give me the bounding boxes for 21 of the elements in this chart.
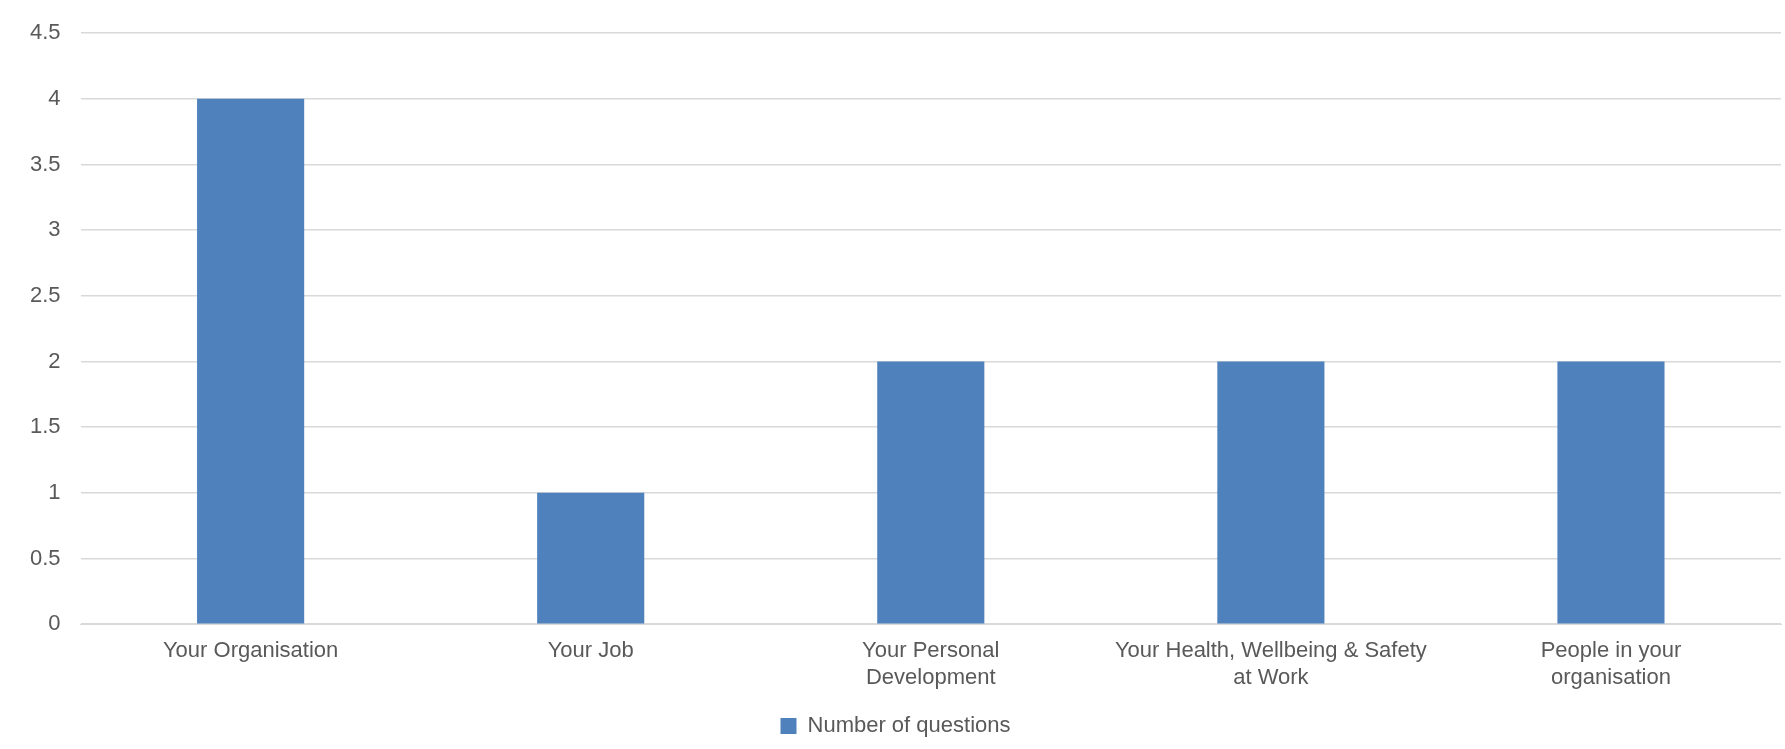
y-tick-label: 3	[48, 216, 61, 242]
x-tick-label: Your Organisation	[162, 637, 339, 663]
x-tick-label: Your Personal Development	[862, 637, 1000, 689]
y-tick-label: 1	[48, 478, 61, 504]
y-tick-label: 2.5	[29, 281, 61, 307]
y-tick-label: 3.5	[29, 150, 61, 176]
bar	[537, 492, 645, 624]
y-tick-label: 0.5	[29, 544, 61, 570]
y-tick-label: 4.5	[29, 19, 61, 45]
y-tick-label: 4	[48, 84, 61, 110]
bar	[197, 98, 305, 624]
y-tick-label: 1.5	[29, 413, 61, 439]
bar	[1557, 361, 1665, 624]
x-tick-label: Your Job	[547, 637, 634, 663]
x-tick-label: Your Health, Wellbeing & Safety at Work	[1114, 637, 1427, 689]
bar	[877, 361, 985, 624]
y-tick-label: 2	[48, 347, 61, 373]
bar	[1217, 361, 1325, 624]
legend-label: Number of questions	[807, 712, 1011, 738]
y-tick-label: 0	[48, 610, 61, 636]
x-tick-label: People in your organisation	[1540, 637, 1682, 689]
